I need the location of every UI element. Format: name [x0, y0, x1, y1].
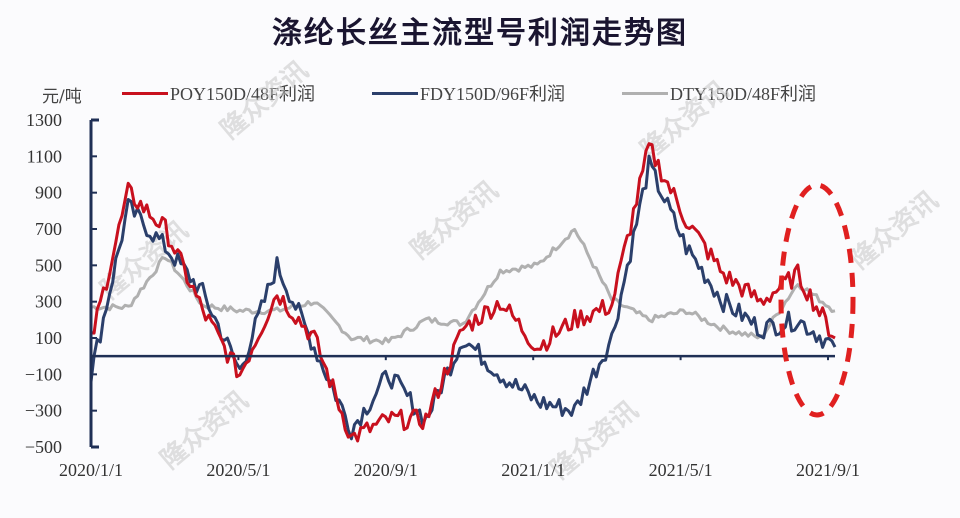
series-line-poy: [90, 142, 836, 443]
y-tick-label: 500: [35, 255, 62, 275]
series-lines: [89, 142, 837, 443]
y-tick-label: 900: [35, 183, 62, 203]
legend-item-fdy: FDY150D/96F利润: [372, 80, 565, 106]
y-tick-label: 300: [35, 292, 62, 312]
watermark-text: 隆众资讯: [215, 56, 314, 146]
y-tick-label: 100: [35, 328, 62, 348]
highlight-ellipse: [778, 182, 856, 418]
y-tick-label: 1100: [27, 146, 62, 166]
series-line-fdy: [89, 154, 837, 441]
chart-title: 涤纶长丝主流型号利润走势图: [272, 16, 688, 51]
x-tick-label: 2020/5/1: [206, 460, 270, 480]
axes: [89, 118, 835, 449]
legend-label-dty: DTY150D/48F利润: [670, 84, 817, 104]
watermark-text: 隆众资讯: [405, 176, 504, 266]
x-tick-label: 2021/1/1: [501, 460, 565, 480]
x-tick-label: 2021/5/1: [649, 460, 713, 480]
y-tick-label: 1300: [26, 110, 62, 130]
legend-item-poy: POY150D/48F利润: [122, 80, 315, 106]
y-tick-label: −300: [25, 401, 62, 421]
watermark-text: 隆众资讯: [635, 76, 734, 166]
x-tick-label: 2020/1/1: [59, 460, 123, 480]
watermark-text: 隆众资讯: [845, 186, 944, 276]
y-tick-label: −500: [25, 437, 62, 457]
y-axis-ticks: 1300 1100 900 700 500 300 100 −100 −300 −500: [25, 110, 97, 457]
legend-swatch-fdy: [372, 91, 418, 95]
legend-label-poy: POY150D/48F利润: [170, 84, 316, 104]
x-tick-label: 2020/9/1: [354, 460, 418, 480]
x-axis-ticks: 2020/1/1 2020/5/1 2020/9/1 2021/1/1 2021/5/1…: [59, 356, 860, 480]
legend-swatch-dty: [622, 91, 668, 95]
legend-item-dty: DTY150D/48F利润: [622, 80, 816, 106]
y-tick-label: −100: [25, 364, 62, 384]
y-axis-unit-label: 元/吨: [42, 87, 82, 107]
x-tick-label: 2021/9/1: [796, 460, 860, 480]
series-line-dty: [90, 227, 836, 346]
legend-label-fdy: FDY150D/96F利润: [420, 84, 566, 104]
legend-swatch-poy: [122, 91, 168, 95]
y-tick-label: 700: [35, 219, 62, 239]
